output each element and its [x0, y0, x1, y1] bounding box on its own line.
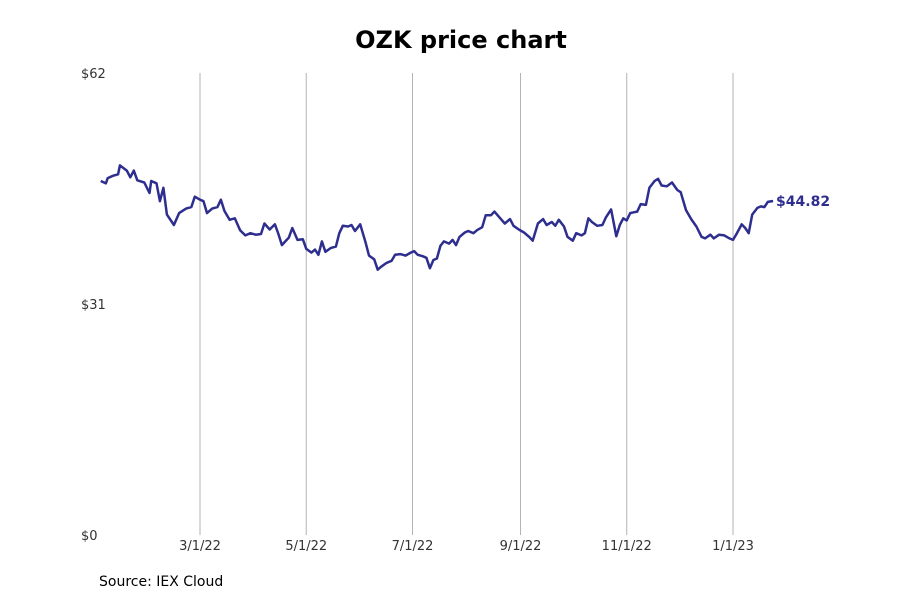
price-series-line — [100, 164, 774, 271]
x-tick-label: 3/1/22 — [179, 539, 221, 554]
x-tick-label: 1/1/23 — [712, 539, 754, 554]
y-tick-label: $31 — [81, 298, 106, 313]
source-note: Source: IEX Cloud — [99, 574, 224, 590]
x-tick-label: 7/1/22 — [392, 539, 434, 554]
x-tick-label: 9/1/22 — [500, 539, 542, 554]
x-axis-labels: 3/1/22 5/1/22 7/1/22 9/1/22 11/1/22 1/1/23 — [179, 539, 754, 554]
y-tick-label: $0 — [81, 529, 98, 544]
grid-lines — [199, 73, 734, 535]
y-tick-label: $62 — [81, 67, 106, 82]
y-axis-labels: $0 $31 $62 — [81, 67, 106, 544]
x-tick-label: 5/1/22 — [285, 539, 327, 554]
x-tick-label: 11/1/22 — [602, 539, 652, 554]
last-value-label: $44.82 — [776, 194, 830, 210]
chart-title: OZK price chart — [355, 26, 567, 54]
